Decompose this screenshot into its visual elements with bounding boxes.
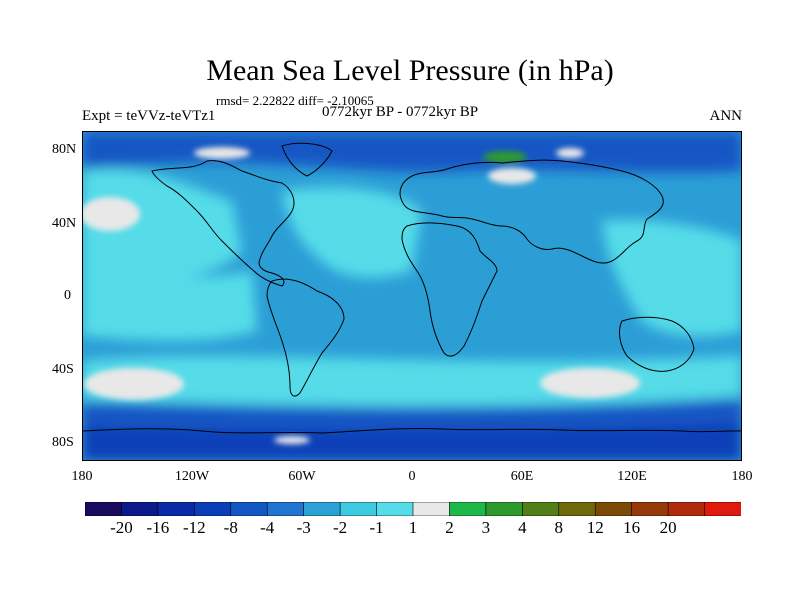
high-lat-north — [82, 131, 742, 173]
colorbar-label-0: -20 — [110, 518, 133, 537]
period-label: 0772kyr BP - 0772kyr BP — [322, 104, 479, 120]
lat-label-80n: 80N — [52, 142, 77, 157]
colorbar-label-10: 3 — [481, 518, 491, 537]
colorbar-swatch-3 — [194, 502, 232, 516]
chart-title: Mean Sea Level Pressure (in hPa) — [206, 54, 614, 87]
weak-anomaly-south-indian — [540, 368, 640, 398]
colorbar-swatch-2 — [157, 502, 195, 516]
colorbar-swatch-0 — [85, 502, 123, 516]
colorbar-label-11: 4 — [518, 518, 527, 537]
colorbar-label-15: 20 — [659, 518, 677, 537]
colorbar-label-2: -12 — [182, 518, 206, 537]
colorbar — [85, 502, 741, 516]
weak-anomaly-south-pacific — [84, 368, 184, 400]
lon-label-0: 0 — [408, 469, 416, 484]
colorbar-swatch-7 — [339, 502, 378, 516]
tropical-band-east — [82, 241, 257, 341]
colorbar-label-13: 12 — [586, 518, 604, 537]
colorbar-swatch-13 — [558, 502, 596, 516]
colorbar-swatch-8 — [376, 502, 414, 516]
lat-label-40s: 40S — [52, 362, 74, 377]
season-label: ANN — [709, 108, 743, 124]
lon-label-60e: 60E — [510, 469, 534, 484]
colorbar-label-9: 2 — [445, 518, 454, 537]
colorbar-label-3: -8 — [223, 518, 238, 537]
map-panel — [82, 131, 742, 461]
colorbar-label-6: -2 — [333, 518, 348, 537]
colorbar-label-8: 1 — [408, 518, 418, 537]
coastline-antarctica — [82, 427, 742, 434]
colorbar-swatch-11 — [485, 502, 523, 516]
weak-anomaly-greenland — [194, 147, 250, 159]
weak-anomaly-north-pacific — [82, 197, 140, 231]
colorbar-swatch-5 — [266, 502, 305, 516]
atlantic-band — [282, 187, 422, 278]
experiment-label: Expt = teVVz-teVTz1 — [82, 108, 216, 124]
coastline-africa — [401, 222, 498, 357]
lon-label-180e: 180 — [731, 469, 753, 484]
lon-label-120w: 120W — [174, 469, 210, 484]
coastline-greenland — [281, 142, 333, 177]
lon-label-180w: 180 — [71, 469, 93, 484]
colorbar-swatch-9 — [412, 502, 451, 516]
coastline-north-america — [151, 160, 295, 287]
colorbar-swatch-4 — [230, 502, 268, 516]
colorbar-swatch-12 — [522, 502, 560, 516]
map-frame — [82, 131, 742, 461]
colorbar-swatch-10 — [449, 502, 487, 516]
lon-label-120e: 120E — [617, 469, 647, 484]
weak-anomaly-kara — [556, 148, 584, 158]
lat-label-equator: 0 — [64, 288, 71, 303]
colorbar-swatch-6 — [303, 502, 341, 516]
lon-label-60w: 60W — [288, 469, 316, 484]
coastline-australia — [619, 316, 695, 372]
colorbar-swatch-15 — [631, 502, 669, 516]
mid-latitude-band — [82, 168, 242, 278]
lat-label-80s: 80S — [52, 435, 74, 450]
pacific-band-west — [602, 220, 742, 337]
colorbar-label-5: -3 — [296, 518, 311, 537]
coastline-south-america — [266, 278, 345, 397]
colorbar-label-4: -4 — [260, 518, 275, 537]
colorbar-label-14: 16 — [623, 518, 641, 537]
colorbar-swatch-17 — [704, 502, 741, 516]
weak-anomaly-antarctic — [274, 436, 310, 444]
colorbar-label-7: -1 — [369, 518, 384, 537]
colorbar-swatch-14 — [594, 502, 633, 516]
weak-anomaly-siberia — [488, 168, 536, 184]
stats-label: rmsd= 2.22822 diff= -2.10065 — [216, 93, 374, 108]
positive-anomaly-barents — [483, 151, 527, 163]
colorbar-label-12: 8 — [554, 518, 564, 537]
pressure-map — [82, 131, 742, 461]
colorbar-swatch-16 — [667, 502, 706, 516]
colorbar-swatch-1 — [121, 502, 159, 516]
coastline-europe-asia — [399, 159, 664, 264]
colorbar-label-1: -16 — [146, 518, 170, 537]
lat-label-40n: 40N — [52, 216, 77, 231]
